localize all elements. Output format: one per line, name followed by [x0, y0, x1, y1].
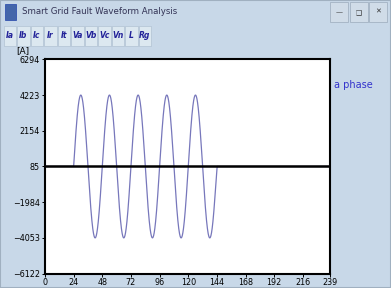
Bar	[31, 26, 43, 46]
Text: It: It	[61, 31, 67, 40]
Text: Va: Va	[72, 31, 83, 40]
Bar	[125, 26, 138, 46]
Text: ❑: ❑	[356, 9, 362, 15]
Bar	[85, 26, 97, 46]
Bar	[139, 26, 151, 46]
Text: a phase: a phase	[334, 80, 373, 90]
Bar	[350, 2, 368, 22]
Text: Ib: Ib	[19, 31, 27, 40]
Bar	[4, 26, 16, 46]
Bar	[72, 26, 84, 46]
Text: L: L	[129, 31, 134, 40]
Text: —: —	[336, 9, 343, 15]
Bar	[98, 26, 111, 46]
Bar	[369, 2, 387, 22]
Bar	[58, 26, 70, 46]
Text: Ia: Ia	[6, 31, 14, 40]
Bar	[112, 26, 124, 46]
Text: Vn: Vn	[112, 31, 123, 40]
Text: Smart Grid Fault Waveform Analysis: Smart Grid Fault Waveform Analysis	[22, 7, 177, 16]
Bar	[330, 2, 348, 22]
Text: [A]: [A]	[16, 46, 30, 55]
Bar	[5, 4, 16, 20]
Bar	[18, 26, 30, 46]
Bar	[44, 26, 57, 46]
Text: Rg: Rg	[139, 31, 151, 40]
Text: Vb: Vb	[85, 31, 97, 40]
Text: Vc: Vc	[99, 31, 109, 40]
Text: Ir: Ir	[47, 31, 54, 40]
Text: Ic: Ic	[33, 31, 40, 40]
Text: ✕: ✕	[375, 9, 381, 15]
